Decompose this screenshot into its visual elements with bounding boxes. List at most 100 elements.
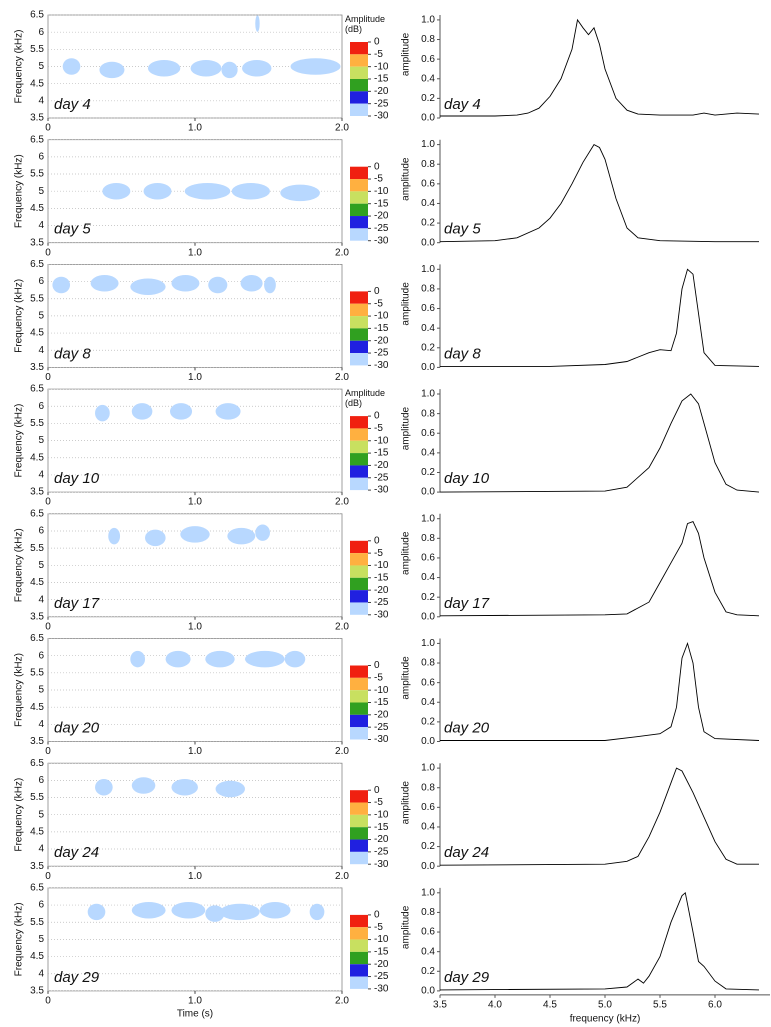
syllable-band (131, 403, 153, 420)
syllable-band (280, 184, 320, 202)
syllable (130, 650, 146, 668)
y-tick-label: 0.0 (421, 487, 435, 498)
y-tick-label: 6.5 (30, 384, 44, 395)
syllable-band (95, 404, 110, 422)
y-tick-label: 0.8 (421, 658, 435, 669)
syllable (240, 275, 263, 292)
day-label: day 24 (444, 844, 489, 861)
x-tick-label: 4.0 (488, 1000, 502, 1011)
syllable (205, 905, 225, 922)
syllable (242, 59, 272, 77)
syllable-band (90, 275, 119, 292)
day-label: day 10 (444, 470, 490, 487)
syllable-band (290, 58, 341, 75)
colorbar-tick-label: 0 (374, 535, 380, 546)
day-label: day 5 (444, 221, 481, 238)
colorbar-tick-label: -15 (374, 822, 389, 833)
colorbar-tick-label: -25 (374, 223, 389, 234)
y-axis-label: Frequency (kHz) (14, 30, 25, 104)
colorbar-band (350, 976, 368, 989)
x-tick-label: 2.0 (335, 247, 349, 258)
colorbar-band (350, 42, 368, 55)
colorbar-band (350, 79, 368, 92)
y-tick-label: 6 (38, 276, 44, 287)
colorbar-tick-label: -20 (374, 585, 389, 596)
y-tick-label: 1.0 (421, 887, 435, 898)
colorbar-tick-label: -25 (374, 472, 389, 483)
colorbar-band (350, 353, 368, 366)
colorbar-tick-label: -20 (374, 959, 389, 970)
syllable-band (180, 526, 210, 543)
colorbar-tick-label: -20 (374, 335, 389, 346)
y-tick-label: 0.4 (421, 697, 435, 708)
y-tick-label: 1.0 (421, 763, 435, 774)
x-tick-label: 2.0 (335, 871, 349, 882)
y-tick-label: 1.0 (421, 513, 435, 524)
y-tick-label: 0.4 (421, 946, 435, 957)
y-tick-label: 6 (38, 27, 44, 38)
y-tick-label: 5.5 (30, 169, 44, 180)
y-tick-label: 5.5 (30, 293, 44, 304)
colorbar-tick-label: -5 (374, 548, 383, 559)
syllable-band (219, 903, 260, 921)
syllable (280, 184, 320, 202)
y-tick-label: 0.6 (421, 802, 435, 813)
colorbar-tick-label: -10 (374, 186, 389, 197)
day-label: day 17 (54, 595, 100, 612)
colorbar-tick-label: -30 (374, 984, 389, 995)
x-tick-label: 2.0 (335, 497, 349, 508)
colorbar-band (350, 303, 368, 317)
colorbar-tick-label: -25 (374, 98, 389, 109)
y-tick-label: 1.0 (421, 139, 435, 150)
day-label: day 24 (54, 844, 99, 861)
syllable (215, 780, 245, 798)
syllable-band (99, 61, 125, 79)
colorbar-tick-label: 0 (374, 411, 380, 422)
colorbar-tick-label: -5 (374, 797, 383, 808)
colorbar-tick-label: -20 (374, 709, 389, 720)
y-tick-label: 1.0 (421, 15, 435, 26)
y-tick-label: 0.2 (421, 93, 435, 104)
y-tick-label: 3.5 (30, 487, 44, 498)
colorbar-band (350, 416, 368, 429)
colorbar-band (350, 964, 368, 977)
colorbar-band (350, 428, 368, 441)
y-tick-label: 0.8 (421, 284, 435, 295)
syllable (255, 15, 260, 32)
y-tick-label: 0.6 (421, 677, 435, 688)
spectrum-line (440, 641, 760, 741)
colorbar-band (350, 702, 368, 715)
colorbar-band (350, 54, 368, 67)
colorbar-band (350, 577, 368, 591)
colorbar-title: Amplitude (dB) (345, 14, 386, 34)
colorbar-tick-label: -30 (374, 360, 389, 371)
y-axis-label: Frequency (kHz) (14, 653, 25, 727)
colorbar-band (350, 839, 368, 852)
y-tick-label: 3.5 (30, 986, 44, 997)
x-tick-label: 3.5 (433, 1000, 447, 1011)
day-label: day 5 (54, 221, 91, 238)
x-tick-label: 1.0 (188, 871, 202, 882)
syllable (259, 901, 291, 919)
syllable-band (95, 778, 113, 796)
syllable-band (309, 903, 325, 921)
syllable-band (170, 403, 193, 420)
syllable-band (184, 182, 231, 200)
y-tick-label: 0.2 (421, 342, 435, 353)
syllable (255, 524, 270, 541)
y-tick-label: 0.8 (421, 408, 435, 419)
colorbar-band (350, 291, 368, 304)
x-tick-label: 0 (45, 621, 51, 632)
syllable (205, 650, 235, 668)
y-axis-label: amplitude (401, 406, 412, 450)
syllable (215, 403, 241, 420)
day-label: day 10 (54, 470, 100, 487)
x-tick-label: 5.0 (598, 1000, 612, 1011)
y-tick-label: 0.0 (421, 861, 435, 872)
colorbar-tick-label: -5 (374, 49, 383, 60)
day-label: day 8 (54, 345, 91, 362)
y-tick-label: 4 (38, 968, 44, 979)
y-tick-label: 6.5 (30, 633, 44, 644)
colorbar-band (350, 802, 368, 815)
